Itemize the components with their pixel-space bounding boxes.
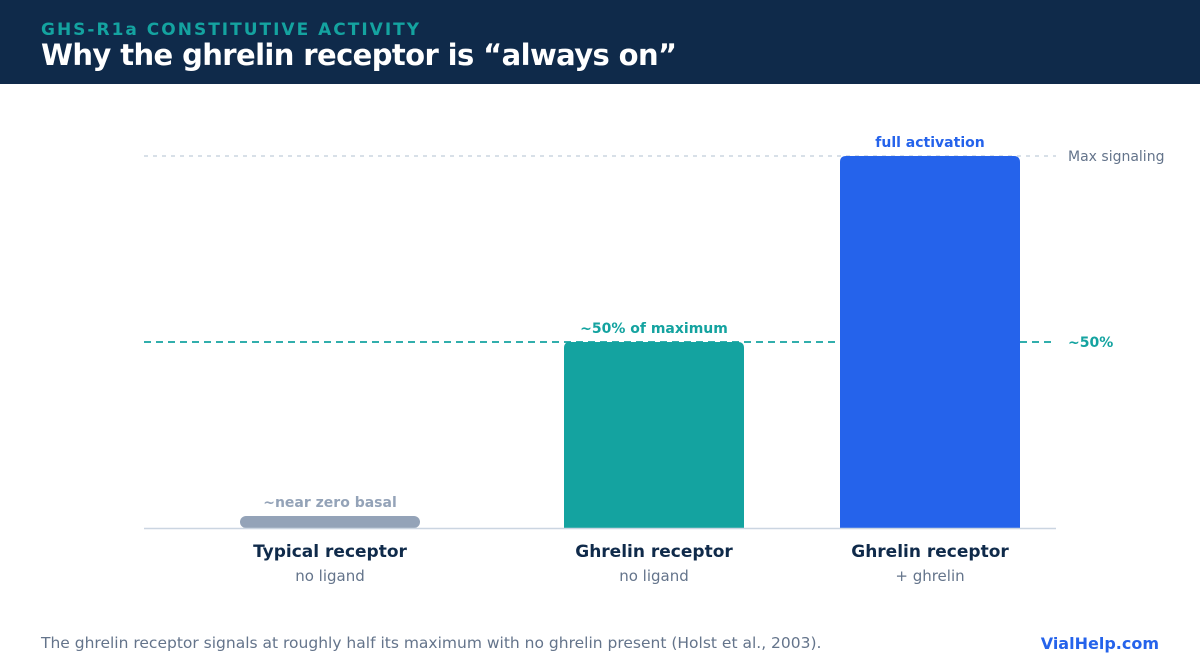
bar-annotation: full activation xyxy=(875,135,984,151)
footer-note: The ghrelin receptor signals at roughly … xyxy=(41,634,822,652)
category-label: Typical receptor xyxy=(253,542,407,562)
category-labels: Typical receptor no ligand Ghrelin recepto… xyxy=(253,542,1009,585)
category-sublabel: no ligand xyxy=(619,567,689,585)
eyebrow-label: GHS-R1a CONSTITUTIVE ACTIVITY xyxy=(41,20,422,40)
category-label: Ghrelin receptor xyxy=(851,542,1009,562)
bar xyxy=(240,516,420,528)
reference-line-label: Max signaling xyxy=(1068,149,1164,165)
bar xyxy=(840,156,1020,528)
bar-annotation: ~near zero basal xyxy=(263,495,397,511)
brand-link[interactable]: VialHelp.com xyxy=(1040,634,1159,653)
category-sublabel: + ghrelin xyxy=(895,567,964,585)
bars-group: ~near zero basal ~50% of maximum full acti… xyxy=(240,135,1020,528)
page-title: Why the ghrelin receptor is “always on” xyxy=(41,38,677,72)
category-label: Ghrelin receptor xyxy=(575,542,733,562)
bar xyxy=(564,342,744,528)
reference-line-label: ~50% xyxy=(1068,335,1113,351)
header-banner: GHS-R1a CONSTITUTIVE ACTIVITY Why the gh… xyxy=(0,0,1200,84)
category-sublabel: no ligand xyxy=(295,567,365,585)
bar-annotation: ~50% of maximum xyxy=(580,321,728,337)
